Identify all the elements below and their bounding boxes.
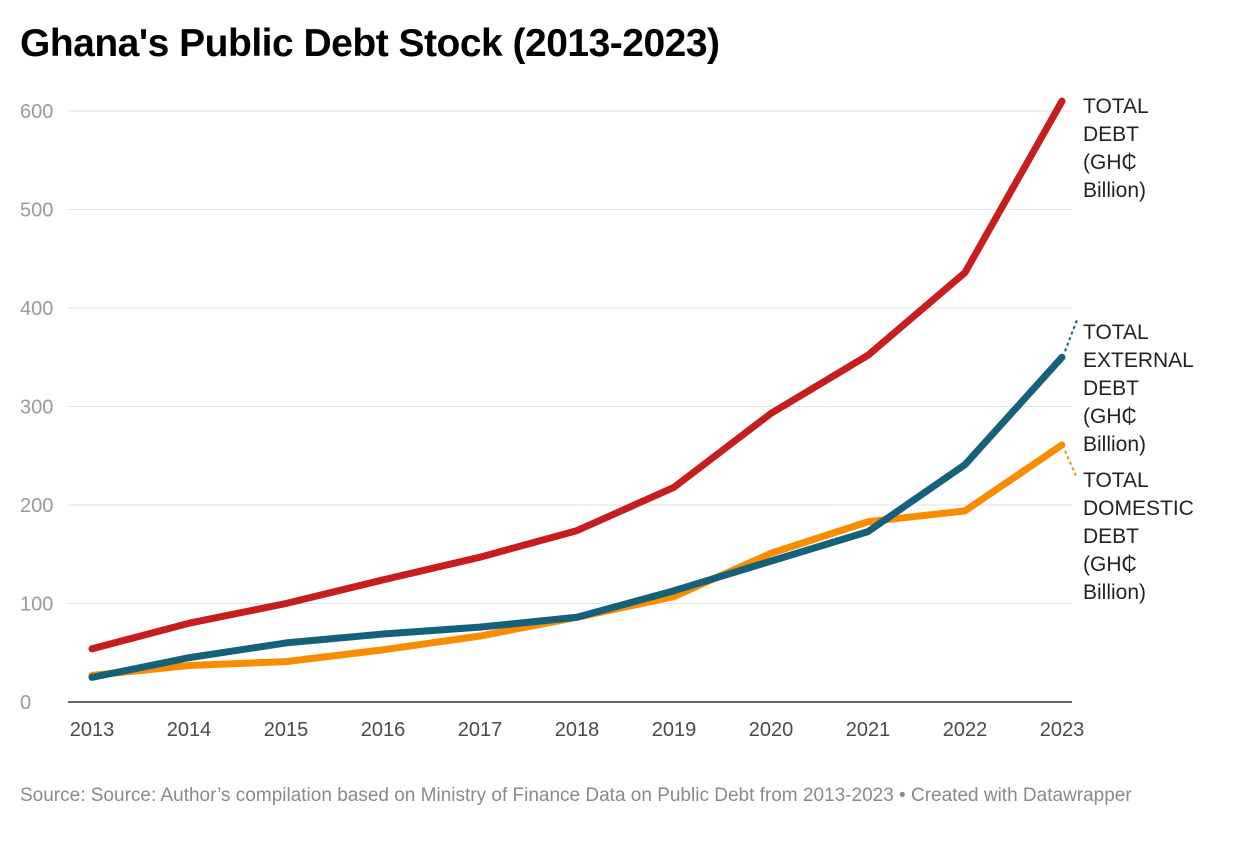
x-tick-label: 2013 [70, 719, 115, 741]
series-label: (GH₵ [1083, 151, 1137, 174]
x-tick-label: 2022 [943, 719, 988, 741]
series-line [88, 441, 1066, 679]
series-label: DEBT [1083, 123, 1139, 146]
source-note: Source: Source: Author’s compilation bas… [20, 785, 1132, 806]
chart-title: Ghana's Public Debt Stock (2013-2023) [20, 22, 720, 65]
y-tick-label: 500 [20, 200, 53, 222]
series-label: Billion) [1083, 433, 1146, 456]
y-tick-label: 300 [20, 397, 53, 419]
series-label: TOTAL [1083, 321, 1149, 344]
x-tick-label: 2019 [652, 719, 697, 741]
x-tick-label: 2018 [555, 719, 600, 741]
y-tick-label: 0 [20, 692, 31, 714]
x-tick-label: 2017 [458, 719, 503, 741]
x-tick-label: 2021 [846, 719, 891, 741]
x-tick-label: 2020 [749, 719, 794, 741]
series-label: Billion) [1083, 581, 1146, 604]
y-tick-label: 600 [20, 101, 53, 123]
x-tick-label: 2023 [1040, 719, 1085, 741]
x-tick-label: 2016 [361, 719, 406, 741]
series-label: (GH₵ [1083, 553, 1137, 576]
label-connector [1064, 450, 1078, 479]
x-tick-label: 2015 [264, 719, 309, 741]
series-label: DEBT [1083, 525, 1139, 548]
y-tick-label: 400 [20, 298, 53, 320]
series-label: Billion) [1083, 179, 1146, 202]
series-label: EXTERNAL [1083, 349, 1194, 372]
x-tick-label: 2014 [167, 719, 212, 741]
series-label: DEBT [1083, 377, 1139, 400]
y-tick-label: 100 [20, 594, 53, 616]
series-label: DOMESTIC [1083, 497, 1194, 520]
label-connector [1064, 319, 1078, 352]
series-line [88, 97, 1066, 653]
series-label: TOTAL [1083, 95, 1149, 118]
series-label: (GH₵ [1083, 405, 1137, 428]
y-tick-label: 200 [20, 495, 53, 517]
series-label: TOTAL [1083, 469, 1149, 492]
